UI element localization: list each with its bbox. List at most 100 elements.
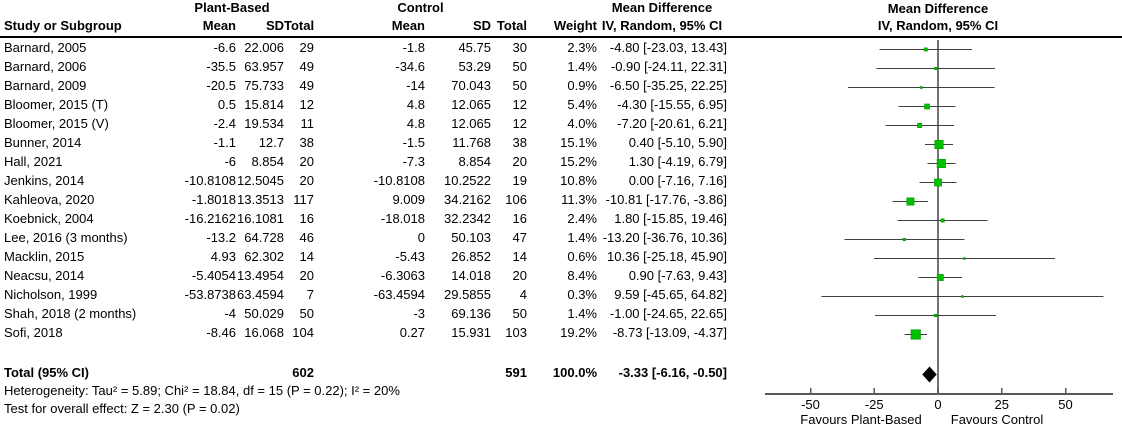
weight-cell: 4.0% bbox=[567, 116, 597, 131]
control-mean-cell: 4.8 bbox=[406, 97, 425, 112]
control-sd-cell: 70.043 bbox=[451, 78, 491, 93]
group-header-plant-based: Plant-Based bbox=[194, 0, 270, 15]
pb-mean-cell: -20.5 bbox=[206, 78, 236, 93]
blank-row bbox=[0, 342, 1122, 363]
study-name-cell: Jenkins, 2014 bbox=[4, 173, 85, 188]
weight-cell: 0.9% bbox=[567, 78, 597, 93]
plot-spacer-cell bbox=[727, 152, 1122, 171]
control-mean-cell: -1.5 bbox=[402, 135, 425, 150]
control-mean-cell: -63.4594 bbox=[373, 287, 425, 302]
overall-effect-text: Test for overall effect: Z = 2.30 (P = 0… bbox=[4, 401, 240, 416]
total-plot-spacer-cell bbox=[727, 363, 1122, 382]
control-total-cell: 38 bbox=[512, 135, 527, 150]
weight-cell: 0.3% bbox=[567, 287, 597, 302]
col-header-pb-mean: Mean bbox=[150, 16, 236, 38]
study-name-cell: Bloomer, 2015 (T) bbox=[4, 97, 109, 112]
pb-mean-cell: 4.93 bbox=[210, 249, 236, 264]
study-name-cell: Barnard, 2006 bbox=[4, 59, 87, 74]
pb-total-cell: 20 bbox=[299, 268, 314, 283]
pb-mean-cell: -53.8738 bbox=[184, 287, 236, 302]
plot-spacer-cell bbox=[727, 133, 1122, 152]
study-name-cell: Neacsu, 2014 bbox=[4, 268, 85, 283]
control-total-cell: 16 bbox=[512, 211, 527, 226]
total-pb-total-cell: 602 bbox=[292, 365, 314, 380]
control-total-cell: 47 bbox=[512, 230, 527, 245]
ci-text-cell: 1.80 [-15.85, 19.46] bbox=[614, 211, 727, 226]
pb-total-cell: 29 bbox=[299, 40, 314, 55]
col-header-ctrl-total: Total bbox=[491, 16, 527, 38]
study-name-cell: Kahleova, 2020 bbox=[4, 192, 95, 207]
plot-spacer-cell bbox=[727, 76, 1122, 95]
ci-text-cell: 10.36 [-25.18, 45.90] bbox=[607, 249, 727, 264]
pb-total-cell: 14 bbox=[299, 249, 314, 264]
study-name-cell: Hall, 2021 bbox=[4, 154, 63, 169]
header-spacer bbox=[527, 0, 597, 16]
control-sd-cell: 34.2162 bbox=[444, 192, 491, 207]
ci-text-cell: -0.90 [-24.11, 22.31] bbox=[610, 59, 727, 74]
plot-header-method-ci: IV, Random, 95% CI bbox=[877, 18, 999, 33]
pb-total-cell: 104 bbox=[292, 325, 314, 340]
plot-spacer-cell bbox=[727, 38, 1122, 57]
pb-mean-cell: -1.1 bbox=[213, 135, 236, 150]
col-header-plot-spacer bbox=[727, 16, 1122, 38]
weight-cell: 15.1% bbox=[560, 135, 597, 150]
pb-total-cell: 20 bbox=[299, 154, 314, 169]
control-total-cell: 4 bbox=[519, 287, 527, 302]
control-sd-cell: 69.136 bbox=[451, 306, 491, 321]
header-spacer bbox=[0, 0, 150, 16]
pb-mean-cell: -13.2 bbox=[206, 230, 236, 245]
control-mean-cell: 0 bbox=[417, 230, 425, 245]
pb-sd-cell: 75.733 bbox=[244, 78, 284, 93]
pb-sd-cell: 8.854 bbox=[251, 154, 284, 169]
study-name-cell: Bloomer, 2015 (V) bbox=[4, 116, 109, 131]
pb-sd-cell: 16.1081 bbox=[237, 211, 284, 226]
control-sd-cell: 50.103 bbox=[451, 230, 491, 245]
control-total-cell: 30 bbox=[512, 40, 527, 55]
pb-mean-cell: -35.5 bbox=[206, 59, 236, 74]
ci-text-cell: 0.40 [-5.10, 5.90] bbox=[628, 135, 727, 150]
plot-spacer-cell bbox=[727, 323, 1122, 342]
control-sd-cell: 32.2342 bbox=[444, 211, 491, 226]
study-name-cell: Nicholson, 1999 bbox=[4, 287, 98, 302]
pb-mean-cell: -16.2162 bbox=[184, 211, 236, 226]
control-mean-cell: -18.018 bbox=[380, 211, 425, 226]
control-sd-cell: 11.768 bbox=[452, 135, 491, 150]
pb-total-cell: 38 bbox=[299, 135, 314, 150]
ci-text-cell: -8.73 [-13.09, -4.37] bbox=[612, 325, 727, 340]
pb-sd-cell: 19.534 bbox=[244, 116, 284, 131]
ci-text-cell: -4.80 [-23.03, 13.43] bbox=[609, 40, 727, 55]
plot-header-mean-difference: Mean Difference bbox=[887, 1, 989, 16]
pb-total-cell: 7 bbox=[306, 287, 314, 302]
study-name-cell: Barnard, 2005 bbox=[4, 40, 87, 55]
ci-text-cell: 0.90 [-7.63, 9.43] bbox=[628, 268, 727, 283]
pb-mean-cell: -6 bbox=[224, 154, 236, 169]
study-name-cell: Barnard, 2009 bbox=[4, 78, 87, 93]
pb-total-cell: 11 bbox=[300, 116, 315, 131]
pb-sd-cell: 12.5045 bbox=[237, 173, 284, 188]
col-header-ctrl-mean: Mean bbox=[314, 16, 425, 38]
control-total-cell: 50 bbox=[512, 306, 527, 321]
control-total-cell: 50 bbox=[512, 59, 527, 74]
control-total-cell: 19 bbox=[512, 173, 527, 188]
plot-spacer-cell bbox=[727, 247, 1122, 266]
pb-sd-cell: 16.068 bbox=[244, 325, 284, 340]
pb-sd-cell: 13.3513 bbox=[237, 192, 284, 207]
plot-spacer-cell bbox=[727, 95, 1122, 114]
pb-total-cell: 16 bbox=[299, 211, 314, 226]
col-header-weight: Weight bbox=[527, 16, 597, 38]
plot-spacer-cell bbox=[727, 209, 1122, 228]
ci-text-cell: -10.81 [-17.76, -3.86] bbox=[605, 192, 727, 207]
weight-cell: 5.4% bbox=[567, 97, 597, 112]
plot-spacer-cell bbox=[727, 228, 1122, 247]
control-total-cell: 50 bbox=[512, 78, 527, 93]
study-name-cell: Sofi, 2018 bbox=[4, 325, 63, 340]
plot-spacer-cell bbox=[727, 304, 1122, 323]
control-mean-cell: -34.6 bbox=[395, 59, 425, 74]
total-ci-text-cell: -3.33 [-6.16, -0.50] bbox=[618, 365, 727, 380]
pb-mean-cell: -4 bbox=[224, 306, 236, 321]
pb-sd-cell: 63.957 bbox=[244, 59, 284, 74]
control-sd-cell: 53.29 bbox=[458, 59, 491, 74]
control-mean-cell: 0.27 bbox=[399, 325, 425, 340]
control-sd-cell: 12.065 bbox=[451, 116, 491, 131]
ci-text-cell: -1.00 [-24.65, 22.65] bbox=[609, 306, 727, 321]
